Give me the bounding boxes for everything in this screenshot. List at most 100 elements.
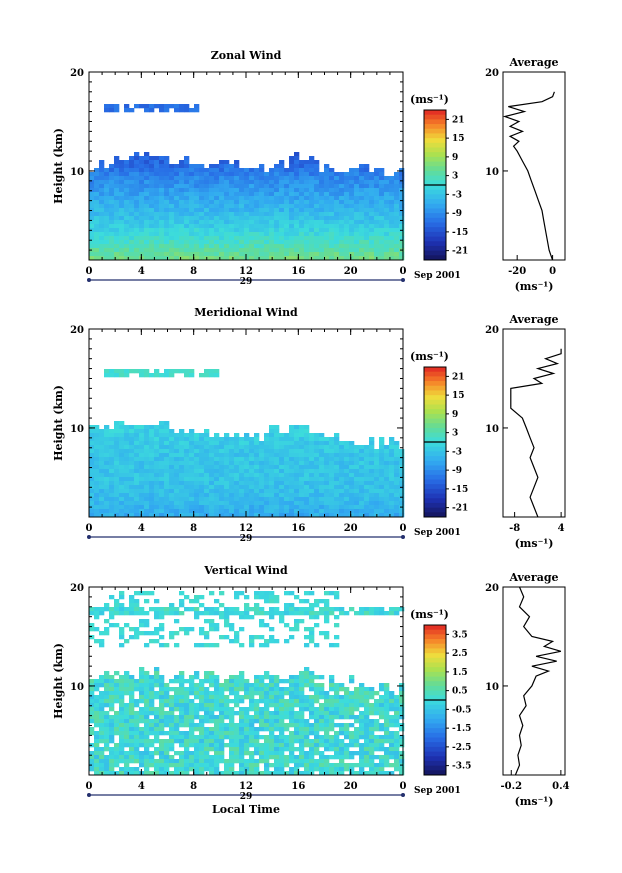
heatmap-cell xyxy=(189,180,195,185)
heatmap-cell xyxy=(304,743,310,748)
heatmap-cell xyxy=(159,707,165,712)
heatmap-cell xyxy=(274,715,280,720)
x-tick-label: 16 xyxy=(291,266,305,277)
heatmap-cell xyxy=(369,711,375,716)
heatmap-cell xyxy=(379,743,385,748)
heatmap-cell xyxy=(114,164,120,169)
heatmap-cell xyxy=(339,172,345,177)
heatmap-cell xyxy=(89,635,95,640)
heatmap-cell xyxy=(339,751,345,756)
heatmap-cell xyxy=(399,759,405,764)
heatmap-cell xyxy=(384,461,390,466)
heatmap-cell xyxy=(329,465,335,470)
heatmap-cell xyxy=(209,767,215,772)
heatmap-cell xyxy=(329,755,335,760)
heatmap-cell xyxy=(224,180,230,185)
heatmap-cell xyxy=(389,232,395,237)
heatmap-cell xyxy=(159,425,165,430)
heatmap-cell xyxy=(124,425,130,430)
heatmap-cell xyxy=(349,240,355,245)
heatmap-cell xyxy=(274,683,280,688)
heatmap-cell xyxy=(329,687,335,692)
heatmap-cell xyxy=(129,457,135,462)
heatmap-cell xyxy=(149,763,155,768)
heatmap-cell xyxy=(304,256,310,261)
heatmap-cell xyxy=(399,224,405,229)
heatmap-cell xyxy=(134,505,140,510)
heatmap-cell xyxy=(274,699,280,704)
heatmap-cell xyxy=(179,160,185,165)
heatmap-cell xyxy=(344,489,350,494)
heatmap-cell xyxy=(244,497,250,502)
heatmap-cell xyxy=(399,256,405,261)
heatmap-cell xyxy=(224,743,230,748)
heatmap-cell xyxy=(219,473,225,478)
heatmap-cell xyxy=(229,184,235,189)
heatmap-cell xyxy=(359,248,365,253)
heatmap-cell xyxy=(184,200,190,205)
heatmap-cell xyxy=(119,493,125,498)
heatmap-cell xyxy=(249,248,255,253)
heatmap-cell xyxy=(184,473,190,478)
heatmap-cell xyxy=(129,164,135,169)
heatmap-cells xyxy=(89,104,405,261)
heatmap-cell xyxy=(324,719,330,724)
heatmap-cell xyxy=(339,461,345,466)
heatmap-cell xyxy=(214,172,220,177)
heatmap-cell xyxy=(234,481,240,486)
heatmap-cell xyxy=(309,707,315,712)
heatmap-cell xyxy=(234,635,240,640)
heatmap-cell xyxy=(374,236,380,241)
heatmap-cell xyxy=(209,497,215,502)
heatmap-cell xyxy=(274,719,280,724)
heatmap-cell xyxy=(299,244,305,249)
heatmap-cell xyxy=(169,256,175,261)
heatmap-cell xyxy=(159,244,165,249)
heatmap-cell xyxy=(294,449,300,454)
colorbar-tick-label: 15 xyxy=(452,391,465,401)
heatmap-cell xyxy=(209,683,215,688)
y-tick-label: 20 xyxy=(70,325,84,336)
heatmap-cell xyxy=(219,437,225,442)
heatmap-cell xyxy=(274,172,280,177)
heatmap-cell xyxy=(364,216,370,221)
heatmap-cell xyxy=(204,240,210,245)
heatmap-cell xyxy=(109,168,115,173)
heatmap-cell xyxy=(299,220,305,225)
heatmap-cell xyxy=(259,607,265,612)
heatmap-cell xyxy=(319,715,325,720)
heatmap-cell xyxy=(284,687,290,692)
heatmap-cell xyxy=(389,461,395,466)
heatmap-cell xyxy=(319,184,325,189)
heatmap-cell xyxy=(279,751,285,756)
heatmap-cell xyxy=(139,691,145,696)
heatmap-cell xyxy=(244,501,250,506)
heatmap-cell xyxy=(189,437,195,442)
heatmap-cell xyxy=(389,473,395,478)
heatmap-cell xyxy=(134,445,140,450)
heatmap-cell xyxy=(119,501,125,506)
y-tick-label: 20 xyxy=(70,68,84,79)
heatmap-cell xyxy=(394,715,400,720)
heatmap-cell xyxy=(399,232,405,237)
heatmap-cell xyxy=(344,180,350,185)
heatmap-cell xyxy=(219,755,225,760)
heatmap-cell xyxy=(339,224,345,229)
heatmap-cell xyxy=(199,441,205,446)
heatmap-cell xyxy=(114,465,120,470)
heatmap-cell xyxy=(319,228,325,233)
heatmap-cell xyxy=(304,164,310,169)
heatmap-cell xyxy=(99,172,105,177)
heatmap-cell xyxy=(174,240,180,245)
day-label: 29 xyxy=(240,534,253,544)
heatmap-cell xyxy=(244,711,250,716)
heatmap-cell xyxy=(184,627,190,632)
heatmap-cell xyxy=(89,679,95,684)
heatmap-cell xyxy=(299,493,305,498)
heatmap-cell xyxy=(379,767,385,772)
heatmap-cell xyxy=(384,687,390,692)
heatmap-cell xyxy=(204,699,210,704)
heatmap-cell xyxy=(239,449,245,454)
heatmap-cell xyxy=(319,469,325,474)
heatmap-cell xyxy=(394,200,400,205)
